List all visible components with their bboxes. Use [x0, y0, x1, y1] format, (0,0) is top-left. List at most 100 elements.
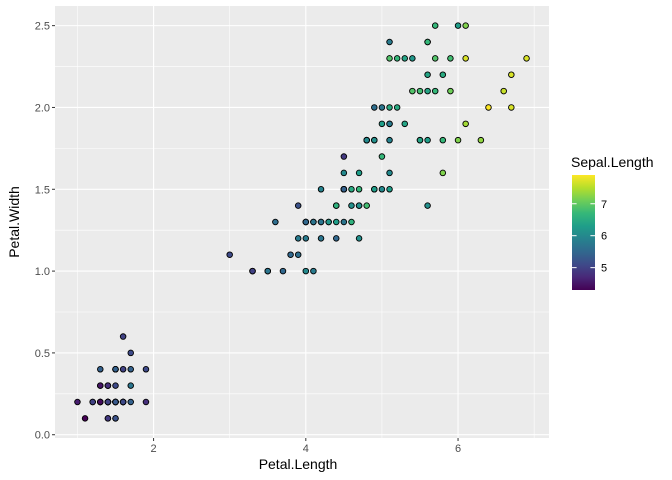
data-point [226, 251, 233, 258]
data-point [431, 55, 439, 62]
y-axis-title: Petal.Width [6, 186, 22, 258]
data-point [378, 104, 386, 111]
data-point [340, 153, 348, 160]
data-point [104, 398, 112, 406]
data-point [348, 218, 355, 226]
data-point [424, 38, 431, 46]
data-point [127, 366, 134, 373]
data-point [378, 186, 386, 193]
data-point [447, 87, 454, 95]
data-point [317, 186, 325, 193]
data-point [409, 55, 416, 62]
data-point [401, 55, 409, 62]
data-point [287, 251, 294, 258]
data-point [264, 267, 271, 275]
data-point [462, 22, 469, 29]
data-point [439, 169, 447, 177]
data-point [279, 267, 287, 275]
y-tick-label: 2.0 [35, 102, 50, 114]
data-point [127, 382, 134, 389]
data-point [363, 136, 370, 144]
data-point [386, 186, 393, 193]
data-point [431, 87, 439, 95]
x-tick-label: 2 [151, 443, 157, 455]
data-point [371, 186, 378, 193]
data-points [74, 22, 530, 422]
data-point [363, 202, 370, 209]
data-point [462, 120, 469, 128]
data-point [409, 87, 416, 95]
data-point [294, 251, 302, 258]
data-point [333, 202, 340, 209]
data-point [340, 186, 348, 193]
data-point [310, 218, 317, 226]
data-point [523, 55, 530, 62]
data-point [386, 55, 393, 62]
data-point [348, 186, 355, 193]
data-point [81, 415, 89, 422]
data-point [249, 267, 256, 275]
data-point [386, 104, 393, 111]
legend-title: Sepal.Length [571, 154, 654, 170]
data-point [355, 235, 363, 242]
data-point [325, 218, 332, 226]
data-point [378, 120, 386, 128]
data-point [355, 169, 363, 177]
legend-label: 6 [601, 231, 607, 243]
x-axis-title: Petal.Length [259, 456, 338, 472]
plot-panel [55, 6, 549, 438]
y-tick-label: 1.5 [35, 184, 50, 196]
grid-major [55, 6, 549, 438]
data-point [119, 398, 127, 406]
data-point [74, 398, 81, 406]
grid-minor [55, 6, 549, 438]
data-point [112, 366, 119, 373]
data-point [104, 415, 112, 422]
data-point [424, 202, 431, 209]
y-axis: 0.0 0.5 1.0 1.5 2.0 2.5 [35, 21, 55, 442]
data-point [424, 87, 431, 95]
data-point [477, 136, 485, 144]
x-axis: 2 4 6 [151, 438, 461, 455]
color-legend: Sepal.Length 5 6 7 [571, 154, 654, 290]
y-tick-label: 0.5 [35, 348, 50, 360]
data-point [340, 218, 348, 226]
data-point [393, 55, 401, 62]
data-point [142, 398, 150, 406]
data-point [424, 136, 431, 144]
data-point [386, 120, 393, 128]
data-point [97, 398, 104, 406]
data-point [439, 136, 447, 144]
data-point [348, 202, 355, 209]
data-point [272, 218, 279, 226]
data-point [386, 169, 393, 177]
data-point [485, 104, 492, 111]
data-point [97, 382, 104, 389]
data-point [386, 38, 393, 46]
data-point [119, 366, 127, 373]
data-point [142, 366, 150, 373]
data-point [112, 415, 119, 422]
y-tick-label: 0.0 [35, 430, 50, 442]
data-point [371, 104, 378, 111]
data-point [112, 382, 119, 389]
data-point [302, 235, 310, 242]
data-point [294, 202, 302, 209]
data-point [424, 71, 431, 78]
data-point [333, 218, 340, 226]
data-point [333, 235, 340, 242]
data-point [508, 104, 515, 111]
data-point [355, 202, 363, 209]
data-point [416, 87, 424, 95]
data-point [393, 104, 401, 111]
x-tick-label: 4 [303, 443, 309, 455]
legend-colorbar [572, 175, 595, 290]
data-point [317, 218, 325, 226]
data-point [454, 22, 462, 29]
data-point [97, 366, 104, 373]
x-tick-label: 6 [455, 443, 461, 455]
data-point [462, 55, 469, 62]
data-point [119, 333, 127, 340]
data-point [416, 136, 424, 144]
